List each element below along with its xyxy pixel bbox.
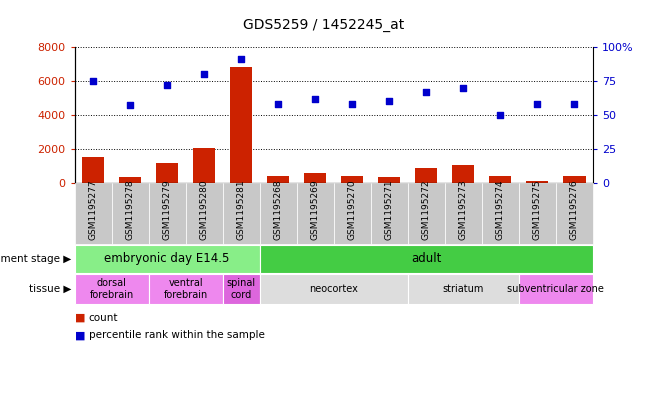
Point (347, 101, 358, 107)
Bar (156, 163, 178, 183)
Text: GSM1195274: GSM1195274 (496, 179, 505, 240)
Text: GSM1195269: GSM1195269 (310, 179, 319, 240)
Text: development stage ▶: development stage ▶ (0, 254, 71, 264)
Text: percentile rank within the sample: percentile rank within the sample (89, 330, 264, 340)
Text: GSM1195276: GSM1195276 (570, 179, 579, 240)
Bar (378, 177, 400, 183)
Point (236, 56, 246, 62)
Text: embryonic day E14.5: embryonic day E14.5 (104, 252, 230, 266)
Text: GSM1195270: GSM1195270 (348, 179, 357, 240)
Text: ■: ■ (75, 312, 85, 323)
Point (162, 82, 172, 88)
Point (88, 78, 98, 84)
Text: GSM1195279: GSM1195279 (163, 179, 172, 240)
Point (310, 95, 320, 102)
Text: GSM1195272: GSM1195272 (422, 179, 431, 240)
Point (495, 112, 505, 118)
Text: GSM1195275: GSM1195275 (533, 179, 542, 240)
Point (421, 89, 432, 95)
Text: ■: ■ (75, 330, 85, 340)
Text: spinal
cord: spinal cord (227, 278, 256, 300)
Bar (119, 177, 141, 183)
Text: subventricular zone: subventricular zone (507, 284, 605, 294)
Text: GDS5259 / 1452245_at: GDS5259 / 1452245_at (244, 18, 404, 32)
Point (532, 101, 542, 107)
Point (384, 98, 395, 105)
Text: GSM1195278: GSM1195278 (126, 179, 135, 240)
Bar (82, 157, 104, 183)
Text: count: count (89, 312, 119, 323)
Bar (267, 176, 289, 183)
Bar (563, 176, 586, 183)
Text: GSM1195268: GSM1195268 (273, 179, 283, 240)
Bar (452, 165, 474, 183)
Text: adult: adult (411, 252, 441, 266)
Point (273, 101, 283, 107)
Text: GSM1195271: GSM1195271 (385, 179, 394, 240)
Bar (304, 173, 327, 183)
Text: GSM1195280: GSM1195280 (200, 179, 209, 240)
Point (199, 71, 209, 77)
Point (458, 84, 469, 91)
Text: ventral
forebrain: ventral forebrain (163, 278, 208, 300)
Point (569, 101, 579, 107)
Text: GSM1195273: GSM1195273 (459, 179, 468, 240)
Text: neocortex: neocortex (309, 284, 358, 294)
Point (125, 102, 135, 108)
Text: tissue ▶: tissue ▶ (29, 284, 71, 294)
Bar (341, 176, 364, 183)
Text: GSM1195281: GSM1195281 (237, 179, 246, 240)
Text: striatum: striatum (443, 284, 484, 294)
Bar (230, 68, 252, 183)
Bar (526, 180, 548, 183)
Text: GSM1195277: GSM1195277 (89, 179, 98, 240)
Bar (415, 168, 437, 183)
Bar (489, 176, 511, 183)
Text: dorsal
forebrain: dorsal forebrain (89, 278, 133, 300)
Bar (193, 148, 215, 183)
